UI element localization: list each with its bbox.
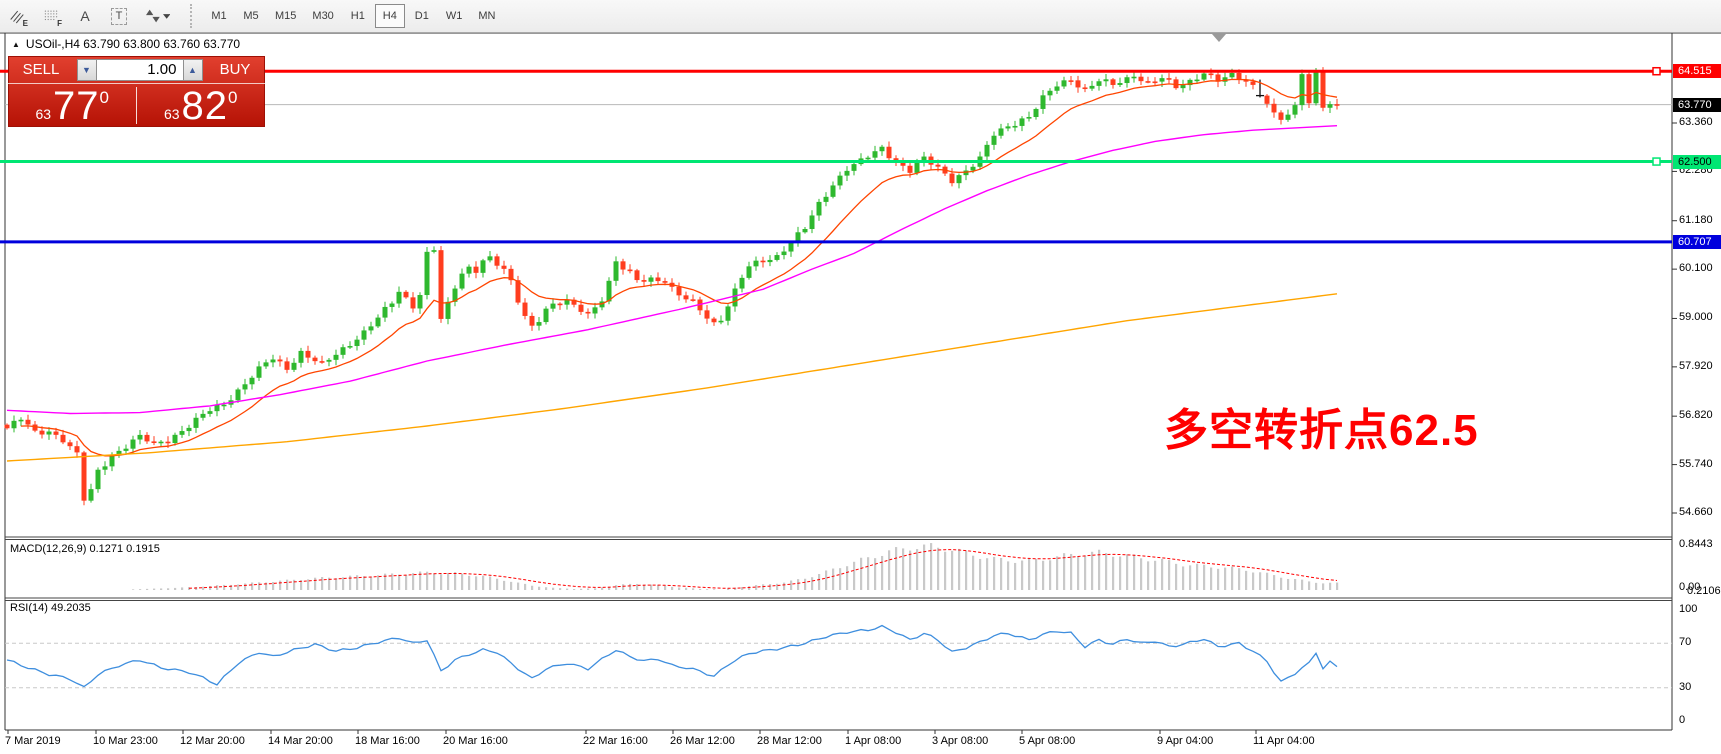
sell-price-small: 63 [35, 105, 52, 122]
chart-shift-marker [1212, 34, 1226, 42]
timeframe-H1[interactable]: H1 [343, 4, 373, 28]
arrows-icon [146, 9, 160, 23]
sell-price-sup: 0 [99, 87, 110, 107]
tool-sub-label: E [22, 19, 28, 28]
text-label-tool-button[interactable]: A [71, 3, 99, 29]
buy-price-sup: 0 [228, 87, 238, 107]
toolbar-separator [190, 4, 197, 28]
timeframe-H4[interactable]: H4 [374, 4, 405, 28]
equidistant-channel-tool-button[interactable]: E [3, 3, 31, 29]
text-tool-icon: A [80, 8, 90, 24]
chart-title: ▲ USOil-,H4 63.790 63.800 63.760 63.770 [12, 37, 240, 51]
timeframe-M30[interactable]: M30 [305, 4, 340, 28]
sell-price[interactable]: 63 77 0 [8, 84, 137, 127]
grid-icon [44, 10, 58, 21]
price-divider [136, 87, 137, 124]
fibonacci-grid-tool-button[interactable]: F [37, 3, 65, 29]
rsi-indicator-label: RSI(14) 49.2035 [10, 602, 91, 614]
timeframe-group: M1 M5 M15 M30 H1 H4 D1 W1 MN [203, 4, 503, 28]
chevron-down-icon [162, 14, 170, 19]
timeframe-M5[interactable]: M5 [236, 4, 266, 28]
buy-price-big: 82 [181, 83, 229, 128]
arrows-tool-button[interactable] [139, 3, 177, 29]
volume-input[interactable] [96, 58, 183, 81]
price-row: 63 77 0 63 82 0 [8, 83, 265, 127]
collapse-arrow-icon: ▲ [12, 39, 20, 49]
volume-increase-button[interactable]: ▲ [182, 58, 203, 81]
toolbar: E F A T [0, 0, 1721, 33]
timeframe-W1[interactable]: W1 [439, 4, 470, 28]
symbol-ohlc-text: USOil-,H4 63.790 63.800 63.760 63.770 [25, 37, 241, 51]
buy-price-small: 63 [163, 105, 180, 122]
one-click-trading-panel: SELL ▼ ▲ BUY 63 77 0 63 82 0 [8, 56, 265, 127]
buy-price[interactable]: 63 82 0 [137, 84, 266, 127]
chart-annotation-text[interactable]: 多空转折点62.5 [1164, 406, 1479, 455]
timeframe-M15[interactable]: M15 [268, 4, 303, 28]
text-object-icon: T [110, 7, 128, 25]
text-object-tool-button[interactable]: T [105, 3, 133, 29]
sell-price-big: 77 [53, 83, 100, 128]
timeframe-D1[interactable]: D1 [407, 4, 437, 28]
macd-indicator-label: MACD(12,26,9) 0.1271 0.1915 [10, 543, 160, 555]
sell-button[interactable]: SELL [8, 60, 74, 79]
tool-sub-label: F [57, 19, 62, 28]
buy-button[interactable]: BUY [205, 60, 265, 79]
timeframe-M1[interactable]: M1 [204, 4, 234, 28]
volume-decrease-button[interactable]: ▼ [76, 58, 97, 81]
equidistant-channel-icon [10, 10, 24, 24]
volume-group: ▼ ▲ [74, 58, 205, 81]
timeframe-MN[interactable]: MN [471, 4, 502, 28]
